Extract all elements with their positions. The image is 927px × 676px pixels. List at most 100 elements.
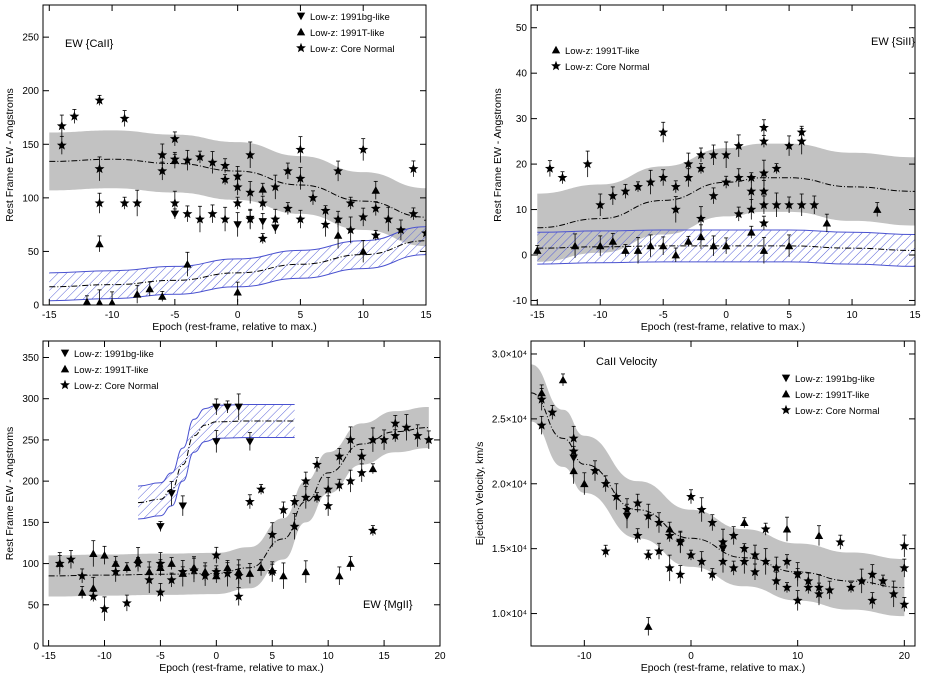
data-point [368,464,378,473]
data-point [77,570,88,581]
y-tick-label: 3.0×10⁴ [492,349,527,360]
data-point [759,186,769,196]
data-point [95,298,104,305]
data-point [401,422,412,432]
data-point [99,603,110,614]
data-point [282,165,293,176]
data-point [245,569,255,577]
data-point [390,430,401,440]
data-point [223,403,232,412]
data-point [69,111,80,121]
data-point [54,558,65,568]
legend-marker [551,60,561,71]
data-point [835,537,846,547]
data-point [771,199,782,210]
data-point [607,190,618,201]
data-point [747,228,756,236]
legend-marker [60,379,70,390]
legend: Low-z: 1991bg-like Low-z: 1991T-like Low-z… [781,374,879,417]
x-tick-label: 0 [235,310,241,321]
x-tick-label: 5 [786,310,792,321]
data-point [233,591,244,601]
x-axis-label: Epoch (rest-frame, relative to max.) [159,662,324,674]
data-point [536,420,547,430]
data-point [595,199,606,210]
data-point [721,177,732,187]
legend-marker [296,27,306,36]
data-point [267,566,278,576]
data-point [709,241,718,250]
y-tick-label: 0 [33,301,39,312]
data-point [899,540,910,551]
hatched-band [138,404,295,520]
data-point [345,198,356,208]
x-tick-label: 10 [323,651,335,662]
y-axis-label: Rest Frame EW - Angstroms [492,88,504,222]
legend-entry: Low-z: 1991T-like [310,28,384,39]
data-point [670,181,681,191]
data-point [379,434,389,445]
data-point [200,570,211,581]
data-point [408,208,419,219]
data-point [796,136,807,146]
x-tick-label: 0 [723,310,729,321]
data-point [622,504,632,514]
legend-entry: Low-z: Core Normal [74,381,158,392]
data-point [145,284,154,293]
x-tick-label: -5 [170,310,179,321]
data-point [759,136,769,146]
legend-entry: Low-z: Core Normal [310,44,394,55]
data-point [95,239,104,248]
plot-frame [42,4,427,306]
data-point [295,144,306,154]
data-point [675,537,686,547]
data-point [750,549,760,560]
data-point [646,241,655,250]
data-point [771,562,782,573]
data-point [536,394,547,404]
normal-mean-curve [531,392,905,589]
data-point [345,224,356,235]
plot-area [531,364,910,636]
data-point [356,451,367,461]
data-point [759,168,769,178]
data-point [133,558,143,568]
data-point [383,214,394,224]
y-tick-label: -10 [513,296,528,307]
hatched-band-lower-edge [537,261,915,267]
data-point [345,434,356,445]
data-point [333,214,343,224]
legend-entry: Low-z: 1991bg-like [795,374,875,385]
data-point [558,375,568,384]
data-point [211,550,222,560]
data-point [183,260,192,268]
data-point [258,185,267,193]
y-axis-label: Rest Frame EW - Angstroms [4,88,16,222]
data-point [244,496,255,506]
data-point [390,418,401,428]
legend-marker [781,404,791,415]
data-point [782,524,792,533]
data-point [323,500,334,511]
data-point [359,247,368,255]
data-point [233,287,242,296]
data-point [345,475,356,486]
data-point [157,149,168,160]
x-tick-label: -10 [593,310,608,321]
data-point [814,531,824,540]
data-point [570,241,580,250]
x-tick-label: 15 [420,310,432,321]
data-point [335,571,344,580]
data-point [873,205,882,213]
data-point [760,556,771,566]
data-point [270,181,281,192]
data-point [312,459,322,469]
data-point [759,218,769,228]
y-tick-label: 200 [22,477,39,488]
data-point [760,524,771,534]
data-point [803,582,814,592]
y-tick-label: 0 [33,642,39,653]
x-tick-label: 5 [269,651,275,662]
data-point [645,177,656,187]
